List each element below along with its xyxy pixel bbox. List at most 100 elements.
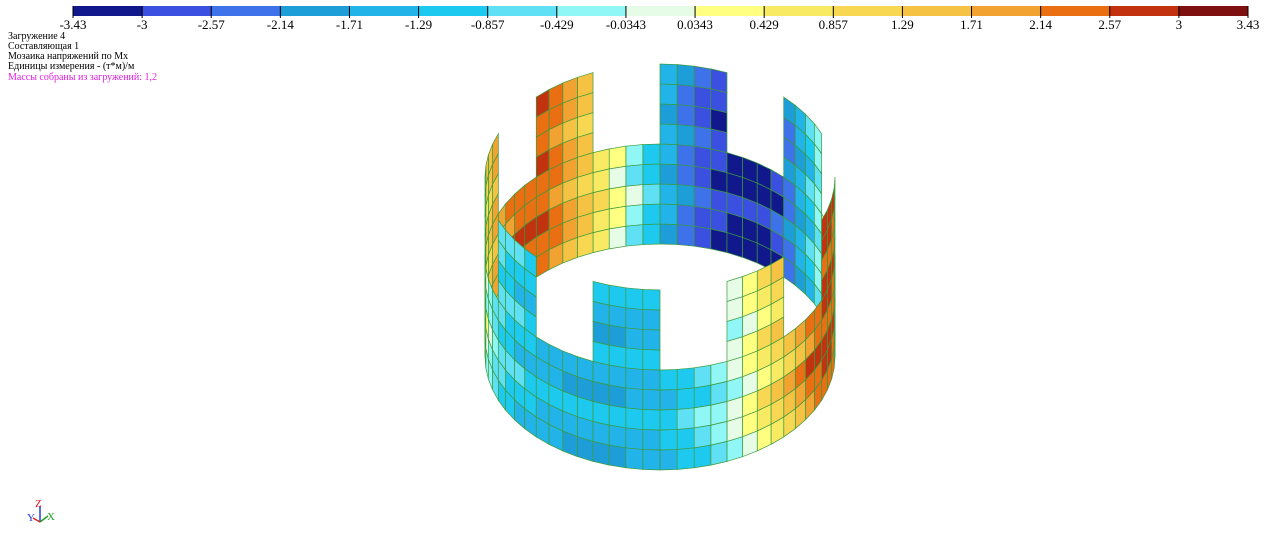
scale-segment bbox=[280, 6, 349, 16]
mesh-cell bbox=[677, 388, 694, 410]
mesh-cell bbox=[609, 405, 626, 428]
scale-segment bbox=[557, 6, 626, 16]
mesh-cell bbox=[660, 184, 677, 205]
mesh-cell bbox=[578, 357, 594, 382]
mesh-cell bbox=[609, 305, 626, 328]
mesh-cell bbox=[593, 169, 609, 193]
mesh-cell bbox=[660, 124, 677, 145]
mesh-cell bbox=[694, 206, 711, 229]
mesh-cell bbox=[643, 409, 660, 430]
mesh-cell bbox=[643, 429, 660, 450]
mesh-cell bbox=[677, 185, 694, 207]
scale-label: 1.29 bbox=[891, 17, 914, 32]
scale-segment bbox=[1041, 6, 1110, 16]
mesh-cell bbox=[660, 144, 677, 165]
mesh-cell bbox=[677, 225, 694, 247]
scale-segment bbox=[211, 6, 280, 16]
mesh-cell bbox=[660, 164, 677, 185]
mesh-cell bbox=[694, 385, 711, 408]
mesh-cell bbox=[727, 277, 743, 302]
mesh-cell bbox=[694, 106, 711, 129]
mesh-cell bbox=[593, 341, 609, 365]
screen: -3.43-3-2.57-2.14-1.71-1.29-0.857-0.429-… bbox=[0, 0, 1282, 534]
mesh-cell bbox=[711, 109, 727, 133]
mesh-cell bbox=[643, 349, 660, 370]
mesh-cell bbox=[643, 369, 660, 390]
color-scale: -3.43-3-2.57-2.14-1.71-1.29-0.857-0.429-… bbox=[59, 6, 1259, 32]
mesh-cell bbox=[593, 149, 609, 173]
scale-label: -3.43 bbox=[59, 17, 86, 32]
mesh-cell bbox=[593, 229, 609, 253]
mesh-cell bbox=[643, 184, 660, 205]
mesh-cell bbox=[660, 204, 677, 225]
mesh-cell bbox=[643, 204, 660, 225]
scale-segment bbox=[73, 6, 142, 16]
scale-segment bbox=[1179, 6, 1248, 16]
scale-segment bbox=[695, 6, 764, 16]
mesh-cell bbox=[694, 425, 711, 448]
mesh-cell bbox=[660, 84, 677, 105]
mesh-cell bbox=[677, 65, 694, 87]
mesh-cell bbox=[711, 129, 727, 153]
mesh-cell bbox=[609, 345, 626, 368]
scale-label: 3.43 bbox=[1237, 17, 1260, 32]
mesh-cell bbox=[626, 308, 643, 330]
mesh-model bbox=[485, 64, 835, 470]
mesh-cell bbox=[578, 73, 594, 98]
mesh-cell bbox=[609, 325, 626, 348]
scale-label: 0.429 bbox=[750, 17, 779, 32]
mesh-cell bbox=[609, 425, 626, 448]
mesh-cell bbox=[626, 388, 643, 410]
mesh-cell bbox=[593, 421, 609, 445]
mesh-cell bbox=[677, 105, 694, 127]
mesh-cell bbox=[677, 125, 694, 147]
mesh-cell bbox=[609, 226, 626, 249]
mesh-cell bbox=[694, 166, 711, 189]
mesh-cell bbox=[593, 321, 609, 345]
info-masses: Массы собраны из загружений: 1,2 bbox=[8, 72, 157, 83]
axis-label: X bbox=[47, 511, 55, 523]
mesh-cell bbox=[609, 186, 626, 209]
mesh-cell bbox=[626, 328, 643, 350]
scale-label: -3 bbox=[137, 17, 148, 32]
info-line: Единицы измерения - (т*м)/м bbox=[8, 61, 135, 72]
mesh-cell bbox=[609, 365, 626, 388]
mesh-cell bbox=[677, 368, 694, 390]
mesh-cell bbox=[727, 153, 743, 178]
mesh-cell bbox=[593, 381, 609, 405]
mesh-cell bbox=[694, 445, 711, 468]
mesh-cell bbox=[711, 69, 727, 93]
scale-label: -0.429 bbox=[540, 17, 574, 32]
mesh-cell bbox=[626, 348, 643, 370]
mesh-cell bbox=[593, 361, 609, 385]
mesh-cell bbox=[643, 329, 660, 350]
mesh-cell bbox=[643, 449, 660, 470]
scale-segment bbox=[626, 6, 695, 16]
mesh-cell bbox=[593, 301, 609, 325]
scale-segment bbox=[1110, 6, 1179, 16]
scale-segment bbox=[764, 6, 833, 16]
mesh-cell bbox=[626, 428, 643, 450]
scale-label: 0.0343 bbox=[677, 17, 713, 32]
mesh-cell bbox=[677, 205, 694, 227]
scale-label: -1.29 bbox=[405, 17, 432, 32]
mesh-cell bbox=[626, 205, 643, 227]
axis-label: Y bbox=[27, 512, 35, 524]
scale-segment bbox=[972, 6, 1041, 16]
mesh-cell bbox=[711, 229, 727, 253]
mesh-cell bbox=[677, 448, 694, 470]
mesh-cell bbox=[694, 226, 711, 249]
mesh-cell bbox=[694, 186, 711, 209]
scale-segment bbox=[142, 6, 211, 16]
mesh-cell bbox=[660, 449, 677, 470]
mesh-cell bbox=[609, 146, 626, 169]
mesh-cell bbox=[677, 165, 694, 187]
scale-label: -2.14 bbox=[267, 17, 295, 32]
mesh-cell bbox=[677, 428, 694, 450]
mesh-cell bbox=[593, 189, 609, 213]
mesh-cell bbox=[643, 224, 660, 245]
mesh-cell bbox=[593, 401, 609, 425]
mesh-cell bbox=[660, 369, 677, 390]
mesh-cell bbox=[660, 389, 677, 410]
mesh-cell bbox=[711, 381, 727, 405]
